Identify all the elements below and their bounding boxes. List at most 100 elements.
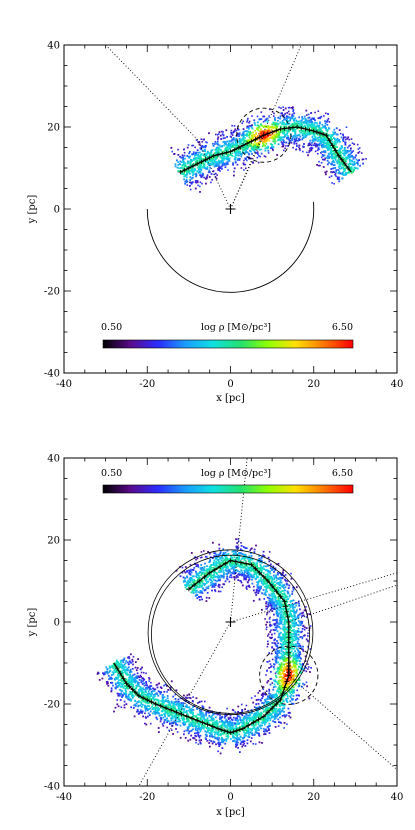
particle: [262, 572, 265, 574]
particle: [257, 153, 259, 155]
center-marker: [225, 204, 236, 214]
particle: [253, 575, 255, 578]
particle: [237, 559, 240, 562]
particle: [195, 161, 198, 164]
particle: [177, 161, 180, 163]
particle: [294, 616, 296, 619]
particle: [290, 603, 293, 606]
particle: [294, 680, 297, 683]
particle: [283, 114, 285, 117]
particle: [211, 564, 214, 566]
particle: [327, 152, 330, 155]
particle: [233, 174, 235, 177]
particle: [351, 155, 354, 158]
particle: [275, 620, 278, 623]
particle: [283, 132, 286, 135]
particle: [333, 164, 336, 166]
particle: [296, 672, 298, 675]
particle: [289, 625, 292, 628]
particle: [221, 133, 224, 135]
particle: [191, 575, 194, 578]
particle: [282, 641, 285, 643]
particle: [281, 590, 284, 592]
particle: [273, 604, 276, 607]
particle: [207, 152, 209, 154]
particle: [217, 578, 220, 581]
particle: [296, 654, 299, 657]
particle: [306, 639, 309, 642]
particle: [271, 123, 274, 126]
particle: [295, 142, 298, 145]
particle: [320, 144, 323, 146]
particle: [333, 152, 336, 155]
particle: [351, 160, 354, 163]
particle: [317, 126, 320, 128]
particle: [271, 646, 274, 649]
particle: [347, 136, 350, 139]
particle: [275, 659, 278, 662]
particle: [284, 107, 287, 110]
particle: [298, 602, 300, 605]
particle: [230, 560, 233, 563]
particle: [283, 141, 286, 144]
particle: [244, 556, 247, 559]
particle: [264, 698, 267, 701]
particle: [277, 573, 279, 576]
particle: [300, 665, 303, 668]
spine-marker: [224, 150, 229, 155]
particle: [281, 715, 284, 717]
particle: [298, 137, 300, 140]
particle: [281, 697, 284, 699]
particle: [281, 655, 284, 658]
particle: [198, 586, 201, 588]
particle: [219, 578, 221, 581]
particle: [215, 133, 217, 136]
particle: [194, 585, 196, 587]
particle: [212, 158, 215, 160]
particle: [226, 549, 229, 552]
particle: [303, 132, 305, 135]
particle: [248, 133, 251, 135]
particle: [313, 123, 316, 126]
particle: [259, 141, 262, 143]
particle: [252, 720, 255, 723]
particle: [204, 579, 207, 582]
particle: [267, 565, 269, 567]
particle: [298, 116, 300, 119]
particle: [265, 605, 268, 608]
particle: [287, 669, 289, 672]
particle: [277, 687, 280, 690]
particle: [289, 696, 292, 699]
particle: [195, 164, 198, 167]
particle: [242, 148, 244, 151]
particle: [310, 149, 313, 151]
particle: [244, 569, 247, 572]
particle: [248, 132, 251, 134]
particle: [336, 176, 339, 179]
particle: [278, 609, 281, 612]
particle: [315, 145, 317, 148]
particle: [195, 575, 197, 578]
particle: [217, 143, 219, 146]
particle: [215, 575, 218, 578]
particle: [286, 629, 289, 632]
particle: [280, 631, 282, 634]
particle: [295, 631, 298, 634]
particle: [216, 174, 218, 176]
particle: [270, 575, 273, 578]
x-tick-label: 0: [227, 379, 233, 390]
particle: [303, 135, 306, 138]
particle: [311, 141, 313, 144]
particle: [279, 600, 281, 603]
particle: [278, 701, 280, 704]
particle: [203, 160, 206, 163]
particle: [275, 674, 277, 677]
particle: [241, 139, 243, 142]
particle: [245, 713, 248, 716]
particle: [302, 117, 304, 120]
particle: [239, 548, 242, 551]
particle: [185, 583, 188, 586]
particle: [301, 685, 303, 688]
particle: [221, 568, 224, 570]
